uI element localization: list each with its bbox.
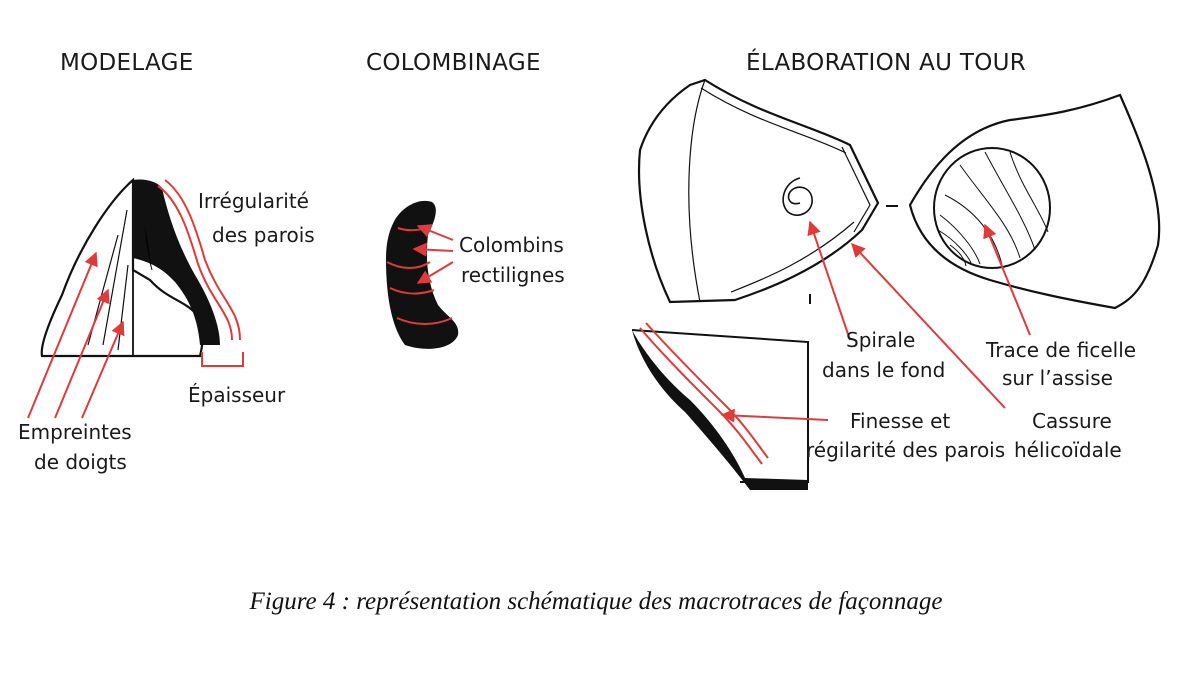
coil-line-2 <box>386 261 431 269</box>
label-empreintes-1: Empreintes <box>18 420 132 444</box>
coil-line-4 <box>396 317 453 325</box>
label-cassure-2: hélicoïdale <box>1014 438 1122 462</box>
wall-line-modelage-1 <box>164 179 241 341</box>
label-finesse-2: régilarité des parois <box>806 438 1005 462</box>
figure-caption: Figure 4 : représentation schématique de… <box>0 588 1192 616</box>
tour-base-exterior <box>908 93 1161 310</box>
arrow-colombins-1 <box>416 224 454 241</box>
label-colombins-2: rectilignes <box>461 263 565 287</box>
caption-suffix: de façonnage <box>802 588 943 615</box>
caption-misspelled-word: macrotraces <box>678 588 803 615</box>
label-trace-2: sur l’assise <box>1002 366 1113 390</box>
label-finesse-1: Finesse et <box>850 409 950 433</box>
heading-tour: ÉLABORATION AU TOUR <box>746 48 1026 76</box>
tour-profile <box>631 329 809 490</box>
arrow-finesse <box>720 408 829 423</box>
label-epaisseur: Épaisseur <box>188 383 286 407</box>
arrow-colombins-3 <box>416 261 454 284</box>
epaisseur-bracket <box>201 352 244 367</box>
colombinage-sherd <box>386 200 459 349</box>
arrow-cassure <box>851 242 1006 409</box>
label-empreintes-2: de doigts <box>34 450 127 474</box>
modelage-sherd <box>40 177 220 358</box>
label-colombins-1: Colombins <box>459 233 564 257</box>
arrow-colombins-2 <box>412 242 454 257</box>
wall-line-tour-1 <box>645 322 769 459</box>
arrow-empreintes-2 <box>54 288 110 419</box>
label-irregularite-2: des parois <box>212 223 315 247</box>
spiral-mark <box>782 177 813 216</box>
tour-base-interior <box>637 78 880 304</box>
heading-modelage: MODELAGE <box>60 50 194 76</box>
arrow-empreintes-1 <box>27 251 98 419</box>
heading-colombinage: COLOMBINAGE <box>366 50 541 76</box>
arrow-spirale <box>807 220 851 341</box>
wall-line-modelage-2 <box>157 185 233 341</box>
wall-line-tour-2 <box>639 327 763 465</box>
label-spirale-1: Spirale <box>846 328 915 352</box>
label-cassure-1: Cassure <box>1032 409 1112 433</box>
label-spirale-2: dans le fond <box>822 358 945 382</box>
label-trace-1: Trace de ficelle <box>985 338 1136 362</box>
arrow-empreintes-3 <box>81 320 125 419</box>
label-irregularite-1: Irrégularité <box>198 189 309 213</box>
caption-prefix: Figure 4 : représentation schématique de… <box>249 588 679 615</box>
coil-line-3 <box>389 287 435 295</box>
arrow-trace-ficelle <box>983 223 1031 336</box>
